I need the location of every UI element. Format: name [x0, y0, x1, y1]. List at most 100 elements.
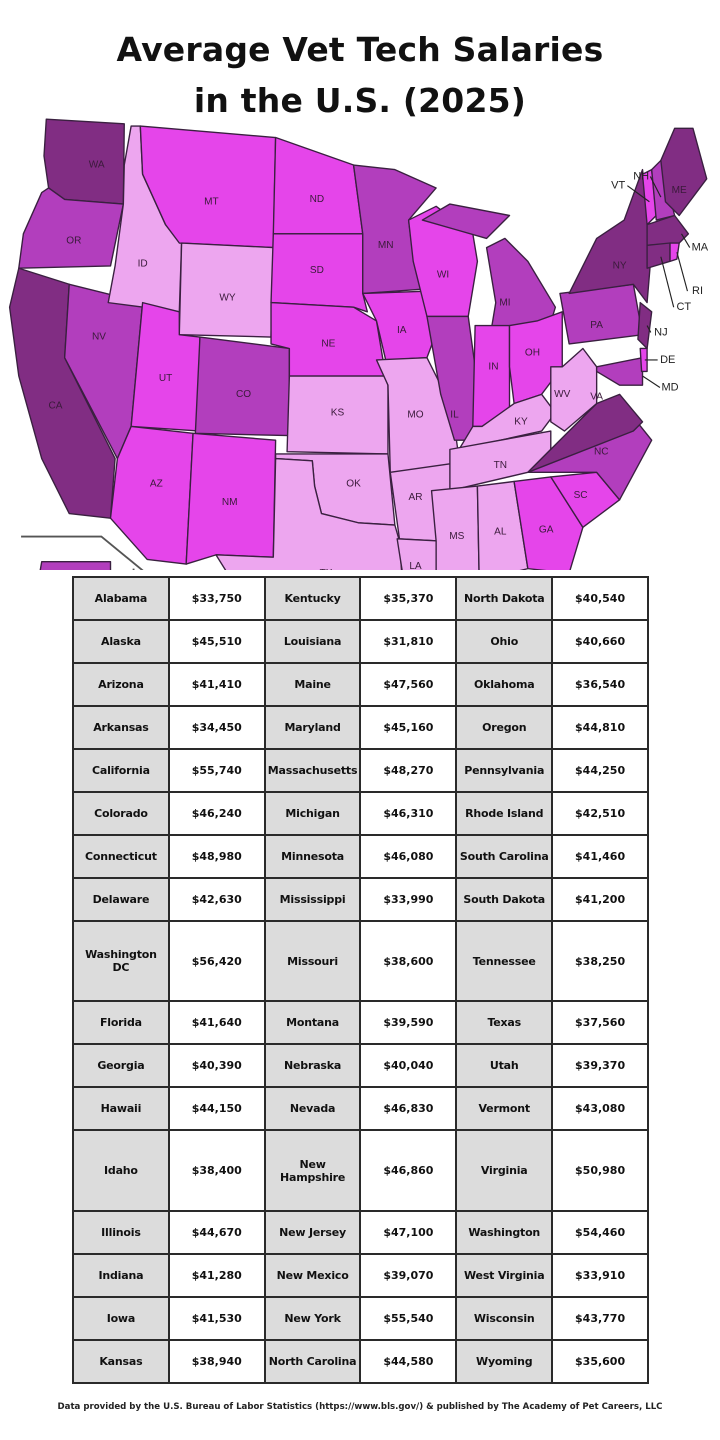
state-salary: $41,200: [551, 877, 649, 923]
state-name: Missouri: [263, 920, 362, 1003]
state-salary: $42,630: [167, 877, 266, 923]
state-label-al: AL: [494, 527, 507, 538]
state-salary: $42,510: [551, 791, 649, 837]
state-label-ut: UT: [159, 373, 172, 384]
state-salary: $41,410: [167, 662, 266, 708]
state-name: North Dakota: [455, 575, 554, 622]
state-wv: [550, 347, 598, 432]
state-salary: $39,590: [359, 1000, 458, 1046]
state-name: Michigan: [263, 791, 362, 837]
state-name: New Mexico: [263, 1252, 362, 1298]
state-de: [639, 347, 648, 373]
state-label-ks: KS: [331, 407, 345, 418]
state-name: Georgia: [72, 1043, 170, 1089]
state-salary: $34,450: [167, 705, 266, 751]
state-label-ok: OK: [346, 478, 361, 489]
state-ma: [646, 214, 690, 246]
state-salary: $43,080: [551, 1086, 649, 1132]
state-label-ct: CT: [676, 301, 691, 313]
table-row: Washington DC $56,420 Missouri $38,600 Tenne…: [72, 920, 649, 1003]
state-label-mo: MO: [407, 410, 423, 421]
state-label-nh: NH: [633, 170, 649, 182]
state-name: New Jersey: [263, 1209, 362, 1255]
state-salary: $46,310: [359, 791, 458, 837]
state-label-ne: NE: [321, 339, 335, 350]
state-label-ia: IA: [397, 325, 407, 336]
callout-line: [642, 375, 661, 388]
state-salary: $47,560: [359, 662, 458, 708]
state-label-mn: MN: [378, 240, 394, 251]
state-salary: $41,640: [167, 1000, 266, 1046]
page-title-line-2: in the U.S. (2025): [193, 81, 527, 120]
state-salary: $44,580: [359, 1338, 458, 1385]
state-name: West Virginia: [455, 1252, 554, 1298]
state-name: Florida: [72, 1000, 170, 1046]
state-label-nj: NJ: [654, 326, 667, 338]
state-label-oh: OH: [525, 348, 540, 359]
state-salary: $39,370: [551, 1043, 649, 1089]
state-name: New Hampshire: [263, 1129, 362, 1212]
state-name: South Dakota: [455, 877, 554, 923]
state-label-nd: ND: [310, 194, 325, 205]
state-name: Maine: [263, 662, 362, 708]
state-name: Mississippi: [263, 877, 362, 923]
source-footer: Data provided by the U.S. Bureau of Labo…: [57, 1402, 663, 1412]
state-name: Maryland: [263, 705, 362, 751]
state-salary: $40,040: [359, 1043, 458, 1089]
state-me: [660, 127, 708, 217]
us-salary-map: WA OR CA NV ID MT WY UT CO AZ NM ND SD NE KS OK TX MN IA MO…: [8, 118, 709, 570]
table-row: Kansas $38,940 North Carolina $44,580 Wyomin…: [72, 1338, 649, 1385]
state-name: Idaho: [72, 1129, 170, 1212]
state-name: Kentucky: [263, 575, 362, 622]
state-name: Vermont: [455, 1086, 554, 1132]
state-label-ri: RI: [692, 285, 703, 297]
state-label-in: IN: [488, 361, 498, 372]
table-row: Iowa $41,530 New York $55,540 Wisconsin $43,7…: [72, 1295, 649, 1341]
state-name: Arkansas: [72, 705, 170, 751]
table-row: Arizona $41,410 Maine $47,560 Oklahoma $36,54…: [72, 662, 649, 708]
state-ga: [513, 476, 584, 570]
state-label-or: OR: [66, 235, 81, 246]
state-salary: $43,770: [551, 1295, 649, 1341]
state-label-de: DE: [660, 354, 675, 366]
state-salary: $41,530: [167, 1295, 266, 1341]
state-salary: $38,250: [551, 920, 649, 1003]
table-row: Florida $41,640 Montana $39,590 Texas $37,560: [72, 1000, 649, 1046]
state-salary: $37,560: [551, 1000, 649, 1046]
state-salary: $48,980: [167, 834, 266, 880]
table-row: Alaska $45,510 Louisiana $31,810 Ohio $40,660: [72, 619, 649, 665]
state-name: Indiana: [72, 1252, 170, 1298]
state-salary: $46,830: [359, 1086, 458, 1132]
state-name: Delaware: [72, 877, 170, 923]
state-label-il: IL: [450, 410, 459, 421]
state-label-va: VA: [590, 391, 603, 402]
state-label-wa: WA: [89, 160, 105, 171]
state-name: New York: [263, 1295, 362, 1341]
state-label-ky: KY: [514, 417, 528, 428]
state-salary: $40,540: [551, 575, 649, 622]
table-row: California $55,740 Massachusetts $48,270 Pen…: [72, 748, 649, 794]
state-name: Wisconsin: [455, 1295, 554, 1341]
state-name: Rhode Island: [455, 791, 554, 837]
state-salary: $33,750: [167, 575, 266, 622]
callout-line: [681, 233, 691, 248]
table-row: Idaho $38,400 New Hampshire $46,860 Virginia…: [72, 1129, 649, 1212]
state-salary: $41,460: [551, 834, 649, 880]
state-name: Oregon: [455, 705, 554, 751]
state-label-ma: MA: [692, 241, 709, 253]
state-name: Illinois: [72, 1209, 170, 1255]
state-salary: $41,280: [167, 1252, 266, 1298]
state-salary: $44,670: [167, 1209, 266, 1255]
table-row: Indiana $41,280 New Mexico $39,070 West Virg…: [72, 1252, 649, 1298]
state-label-wv: WV: [554, 389, 571, 400]
state-salary: $55,540: [359, 1295, 458, 1341]
state-label-sc: SC: [574, 490, 588, 501]
table-row: Delaware $42,630 Mississippi $33,990 South D…: [72, 877, 649, 923]
page-title-line-1: Average Vet Tech Salaries: [116, 30, 604, 69]
state-name: Texas: [455, 1000, 554, 1046]
state-label-ga: GA: [539, 524, 554, 535]
state-name: Colorado: [72, 791, 170, 837]
state-nj: [637, 301, 653, 350]
state-name: Iowa: [72, 1295, 170, 1341]
state-name: Utah: [455, 1043, 554, 1089]
